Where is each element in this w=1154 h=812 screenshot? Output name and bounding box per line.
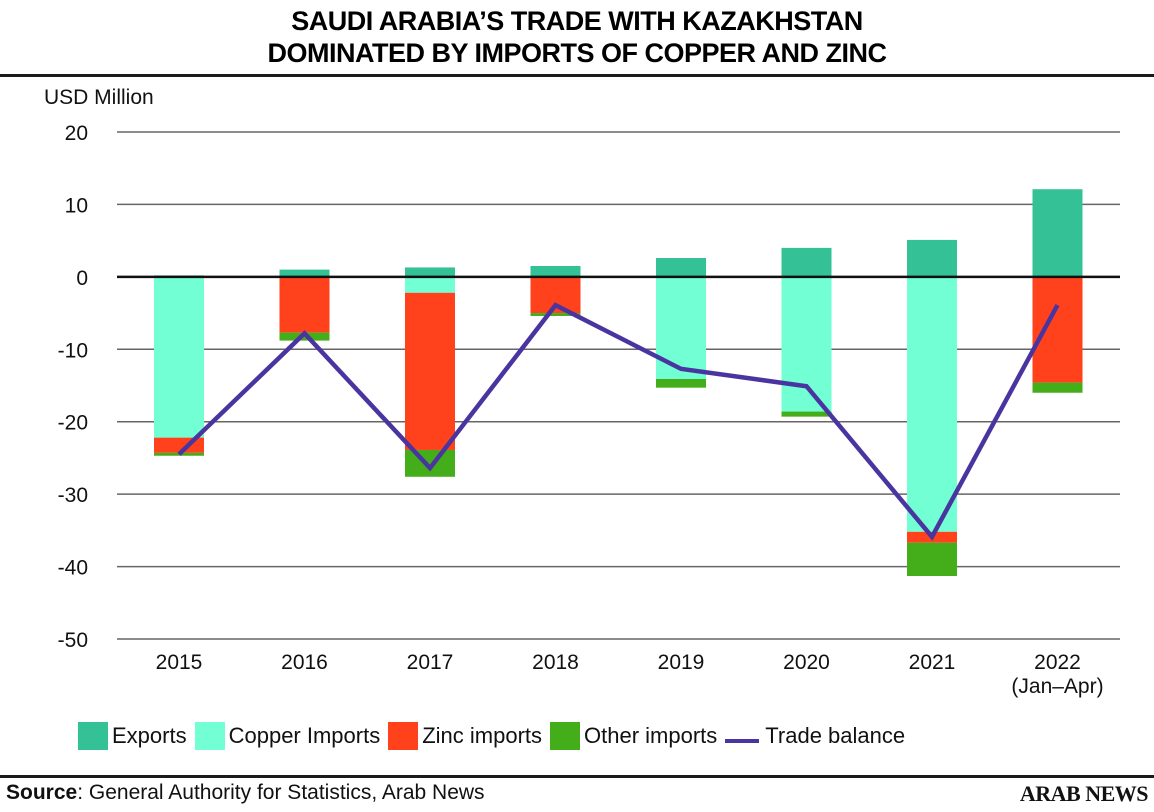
- legend-label-zinc: Zinc imports: [422, 723, 543, 748]
- legend-swatch-copper: [194, 722, 225, 750]
- bar-exports-2019: [656, 258, 706, 277]
- bar-exports-2020: [781, 247, 832, 277]
- bar-copper-imports-2015: [154, 276, 204, 438]
- legend-label-other: Other imports: [584, 723, 718, 748]
- trade-balance-line: [177, 302, 1060, 541]
- legend-label-trade-balance: Trade balance: [765, 723, 906, 748]
- x-tick-sublabel: (Jan–Apr): [1011, 675, 1103, 698]
- bar-other-imports-2022: [1032, 382, 1083, 393]
- legend-line-trade-balance: [725, 739, 760, 743]
- x-axis-ticks: 2015 2016 2017 2018 2019 2020 2021 2022(Jan–Apr…: [156, 651, 1104, 698]
- legend-item-zinc: Zinc imports: [388, 722, 542, 750]
- legend-label-copper: Copper Imports: [228, 723, 381, 748]
- legend-swatch-exports: [78, 722, 108, 750]
- y-tick-label: -40: [58, 557, 88, 580]
- y-tick-label: -30: [58, 484, 88, 507]
- bar-other-imports-2020: [781, 411, 832, 417]
- bar-exports-2018: [530, 265, 581, 277]
- x-tick-label: 2015: [156, 651, 203, 674]
- source-label: Source: [6, 781, 78, 804]
- legend: Exports Copper Imports Zinc imports Othe…: [78, 722, 913, 750]
- bar-exports-2022: [1032, 189, 1083, 277]
- bar-copper-imports-2017: [405, 276, 455, 293]
- bar-exports-2016: [279, 269, 330, 277]
- bar-other-imports-2021: [907, 542, 957, 576]
- bar-other-imports-2019: [656, 378, 706, 388]
- legend-item-trade-balance: Trade balance: [725, 723, 905, 749]
- source-note: Source: General Authority for Statistics…: [6, 781, 485, 805]
- x-tick-label: 2021: [909, 651, 956, 674]
- y-tick-label: 0: [76, 267, 88, 290]
- bar-other-imports-2017: [405, 449, 455, 477]
- x-tick-label: 2022: [1034, 651, 1081, 674]
- y-axis-unit-label: USD Million: [44, 86, 154, 109]
- bar-exports-2017: [405, 267, 455, 277]
- legend-swatch-zinc: [388, 722, 419, 750]
- bar-copper-imports-2020: [781, 276, 832, 412]
- y-tick-label: 10: [65, 194, 88, 217]
- y-tick-label: -50: [58, 629, 88, 652]
- bar-zinc-imports-2022: [1032, 277, 1083, 383]
- x-tick-label: 2018: [532, 651, 579, 674]
- gridlines: [117, 131, 1120, 640]
- bar-other-imports-2018: [530, 313, 581, 316]
- top-rule: [0, 74, 1154, 77]
- y-tick-label: -20: [58, 412, 88, 435]
- bottom-rule: [0, 775, 1154, 778]
- trade-balance-polyline: [177, 302, 1060, 541]
- bar-zinc-imports-2017: [405, 292, 455, 450]
- y-axis-ticks: 20 10 0 -10 -20 -30 -40 -50: [58, 122, 88, 652]
- bar-copper-imports-2021: [907, 276, 957, 532]
- bar-copper-imports-2019: [656, 276, 706, 379]
- legend-swatch-other: [550, 722, 581, 750]
- bars: [154, 189, 1083, 576]
- chart-title-line-2: DOMINATED BY IMPORTS OF COPPER AND ZINC: [267, 38, 887, 68]
- bar-zinc-imports-2016: [279, 276, 330, 333]
- y-tick-label: 20: [65, 122, 88, 145]
- y-tick-label: -10: [58, 339, 88, 362]
- x-tick-label: 2017: [407, 651, 454, 674]
- source-text: : General Authority for Statistics, Arab…: [77, 781, 485, 804]
- legend-item-copper: Copper Imports: [194, 722, 381, 750]
- legend-label-exports: Exports: [112, 723, 187, 748]
- x-tick-label: 2019: [658, 651, 705, 674]
- x-tick-label: 2020: [783, 651, 830, 674]
- legend-item-exports: Exports: [78, 722, 187, 750]
- legend-item-other: Other imports: [550, 722, 717, 750]
- brand-logo: ARAB NEWS: [1019, 781, 1149, 806]
- bar-exports-2021: [907, 239, 957, 277]
- x-tick-label: 2016: [281, 651, 328, 674]
- chart-title-line-1: SAUDI ARABIA’S TRADE WITH KAZAKHSTAN: [291, 6, 863, 36]
